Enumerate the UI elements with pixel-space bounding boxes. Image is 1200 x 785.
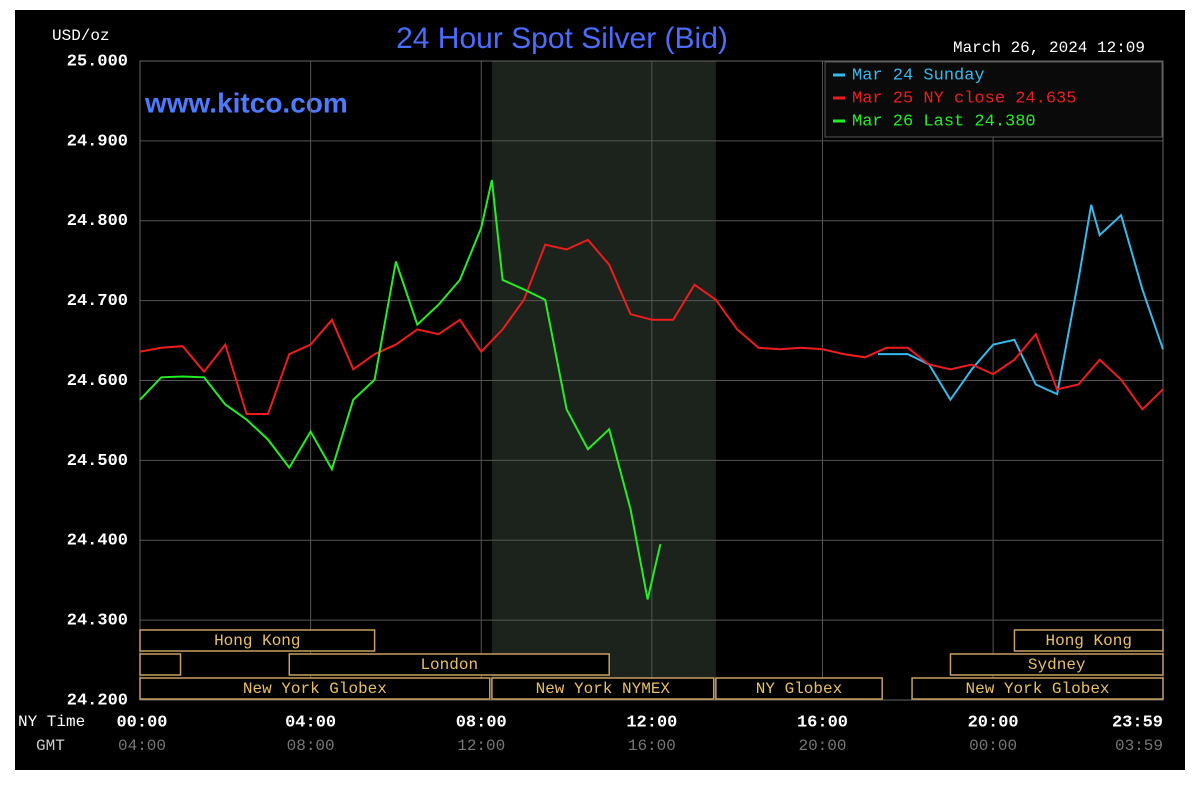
x-tick-label: 00:00 [116,713,167,732]
session-box [288,653,610,676]
session-label: New York Globex [966,680,1110,698]
x-row-label: NY Time [18,713,85,731]
session-label: Sydney [1028,656,1086,674]
y-tick-label: 24.300 [67,612,128,631]
session-box [139,629,376,652]
plot-frame [139,60,1164,701]
gmt-tick-label: 20:00 [798,737,846,755]
y-tick-label: 24.200 [67,691,128,710]
legend-label: Mar 26 Last 24.380 [852,112,1036,131]
session-box [139,677,491,700]
y-tick-label: 25.000 [67,52,128,71]
y-axis-unit: USD/oz [52,27,110,45]
gmt-tick-label: 16:00 [628,737,676,755]
y-tick-label: 24.900 [67,132,128,151]
session-box [1013,629,1164,652]
x-tick-label: 20:00 [968,713,1019,732]
session-label: Hong Kong [1046,632,1132,650]
session-box [715,677,883,700]
session-label: New York NYMEX [536,680,671,698]
gmt-tick-label: 00:00 [969,737,1017,755]
legend-box [824,61,1163,138]
y-tick-label: 24.400 [67,532,128,551]
x-tick-label: 04:00 [285,713,336,732]
y-tick-label: 24.700 [67,292,128,311]
y-tick-label: 24.600 [67,372,128,391]
gmt-tick-label: 04:00 [118,737,166,755]
gmt-tick-label: 03:59 [1115,737,1163,755]
series-line [139,238,1164,415]
chart-title: 24 Hour Spot Silver (Bid) [396,22,728,55]
gmt-tick-label: 08:00 [287,737,335,755]
legend-label: Mar 24 Sunday [852,66,985,85]
x-tick-label: 23:59 [1112,713,1163,732]
gmt-row-label: GMT [36,737,65,755]
legend-label: Mar 25 NY close 24.635 [852,89,1076,108]
session-label: NY Globex [756,680,842,698]
x-tick-label: 16:00 [797,713,848,732]
series-line [139,179,662,600]
series-line [877,204,1164,402]
y-tick-label: 24.500 [67,452,128,471]
session-box [139,653,182,676]
gmt-tick-label: 12:00 [457,737,505,755]
session-label: London [420,656,478,674]
watermark: www.kitco.com [144,87,348,118]
session-box [491,677,715,700]
timestamp: March 26, 2024 12:09 [953,39,1145,57]
session-box [911,677,1164,700]
x-tick-label: 12:00 [626,713,677,732]
session-box [949,653,1164,676]
session-label: Hong Kong [214,632,300,650]
y-tick-label: 24.800 [67,212,128,231]
x-tick-label: 08:00 [456,713,507,732]
session-label: New York Globex [243,680,387,698]
